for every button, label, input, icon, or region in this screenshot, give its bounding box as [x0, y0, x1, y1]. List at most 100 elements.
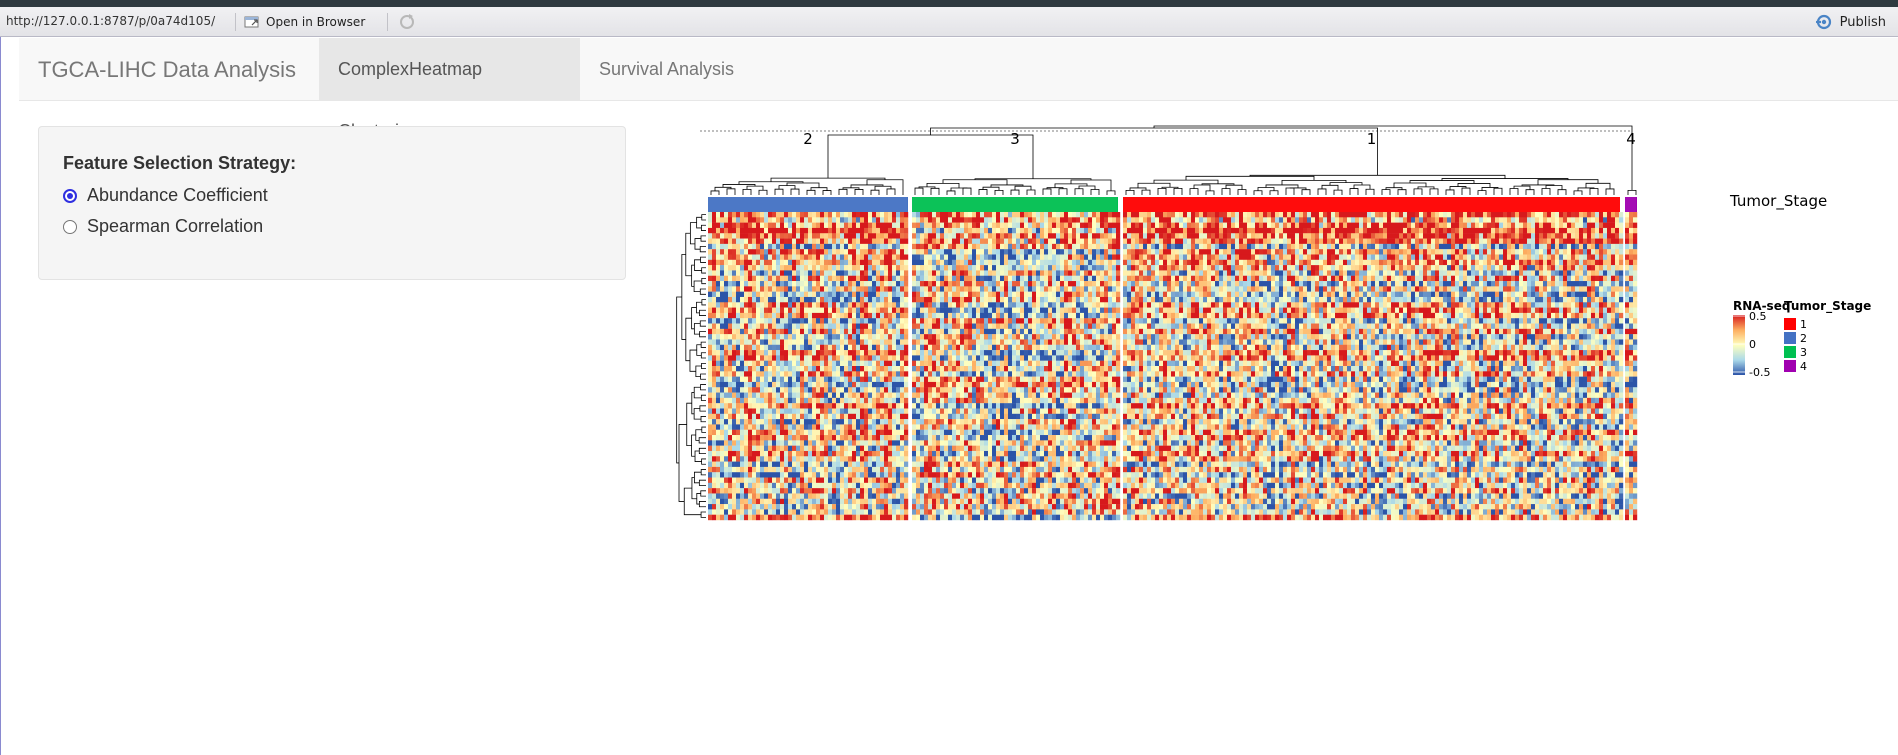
- tab-survival-analysis[interactable]: Survival Analysis: [580, 38, 753, 100]
- heatmap-cell: [960, 270, 965, 276]
- heatmap-cell: [860, 212, 865, 218]
- heatmap-cell: [744, 376, 749, 383]
- dendrogram-branch: [1573, 190, 1583, 195]
- heatmap-cell: [896, 488, 901, 494]
- heatmap-cell: [796, 376, 801, 383]
- sidebar-panel: Feature Selection Strategy: Abundance Co…: [38, 126, 626, 280]
- heatmap-cell: [972, 344, 977, 351]
- heatmap-cell: [868, 392, 873, 399]
- heatmap-cell: [980, 254, 985, 260]
- heatmap-cell: [856, 238, 861, 245]
- heatmap-cell: [960, 397, 965, 404]
- heatmap-cell: [948, 466, 953, 473]
- heatmap-cell: [772, 413, 777, 420]
- heatmap-cell: [748, 472, 753, 478]
- publish-button[interactable]: Publish: [1814, 11, 1886, 33]
- heatmap-cell: [932, 509, 937, 515]
- heatmap-cell: [968, 259, 973, 266]
- heatmap-cell: [804, 275, 809, 282]
- heatmap-cell: [936, 488, 941, 494]
- heatmap-cell: [736, 445, 741, 452]
- heatmap-cell: [828, 387, 833, 393]
- heatmap-cell: [852, 488, 857, 494]
- heatmap-cell: [928, 259, 933, 266]
- heatmap-cell: [868, 238, 873, 245]
- heatmap-cell: [892, 238, 897, 245]
- heatmap-cell: [712, 339, 717, 345]
- heatmap-cell: [772, 450, 777, 457]
- heatmap-cell: [968, 212, 973, 218]
- heatmap-cell: [764, 445, 769, 452]
- heatmap-cell: [1000, 275, 1005, 282]
- heatmap-cell: [776, 450, 781, 457]
- heatmap-cell: [760, 387, 765, 393]
- heatmap-cell: [888, 387, 893, 393]
- heatmap-cell: [980, 461, 985, 468]
- heatmap-cell: [920, 344, 925, 351]
- open-in-browser-button[interactable]: Open in Browser: [244, 11, 365, 33]
- heatmap-cell: [940, 238, 945, 245]
- heatmap-cell: [976, 472, 981, 478]
- heatmap-cell: [956, 482, 961, 489]
- heatmap-cell: [772, 249, 777, 255]
- heatmap-cell: [728, 212, 733, 218]
- radio-abundance-coefficient[interactable]: Abundance Coefficient: [63, 185, 268, 206]
- heatmap-cell: [800, 376, 805, 383]
- heatmap-cell: [996, 350, 1001, 356]
- heatmap-cell: [872, 233, 877, 239]
- heatmap-cell: [864, 249, 869, 255]
- radio-button[interactable]: [63, 219, 77, 234]
- dendrogram-branch: [1221, 188, 1231, 195]
- heatmap-cell: [768, 350, 773, 356]
- heatmap-cell: [948, 461, 953, 468]
- heatmap-cell: [708, 450, 713, 457]
- heatmap-cell: [968, 371, 973, 377]
- heatmap-cell: [956, 334, 961, 340]
- heatmap-cell: [728, 381, 733, 388]
- heatmap-cell: [772, 217, 777, 223]
- dendrogram-branch: [1605, 188, 1615, 195]
- heatmap-cell: [844, 504, 849, 510]
- heatmap-cell: [768, 461, 773, 468]
- heatmap-cell: [780, 318, 785, 324]
- heatmap-cell: [892, 445, 897, 452]
- heatmap-cell: [1000, 254, 1005, 260]
- heatmap-cell: [904, 350, 909, 356]
- refresh-icon[interactable]: [396, 11, 418, 33]
- heatmap-cell: [844, 270, 849, 276]
- radio-spearman-correlation[interactable]: Spearman Correlation: [63, 216, 263, 237]
- viewer-url[interactable]: http://127.0.0.1:8787/p/0a74d105/: [6, 14, 216, 28]
- heatmap-cell: [832, 376, 837, 383]
- heatmap-cell: [776, 227, 781, 234]
- heatmap-cell: [916, 312, 921, 319]
- heatmap-cell: [880, 275, 885, 282]
- heatmap-cell: [868, 472, 873, 478]
- heatmap-cell: [832, 456, 837, 462]
- heatmap-cell: [708, 371, 713, 377]
- heatmap-cell: [888, 466, 893, 473]
- heatmap-cell: [880, 440, 885, 446]
- heatmap-cell: [832, 482, 837, 489]
- heatmap-cell: [784, 318, 789, 324]
- heatmap-cell: [752, 461, 757, 468]
- heatmap-cell: [952, 456, 957, 462]
- heatmap-cell: [904, 339, 909, 345]
- tab-complexheatmap-clustering[interactable]: ComplexHeatmap Clustering: [319, 38, 580, 141]
- heatmap-cell: [788, 307, 793, 314]
- heatmap-cell: [748, 254, 753, 260]
- heatmap-cell: [1008, 323, 1013, 330]
- heatmap-cell: [756, 413, 761, 420]
- heatmap-cell: [964, 243, 969, 250]
- heatmap-cell: [792, 212, 797, 218]
- heatmap-cell: [724, 307, 729, 314]
- heatmap-cell: [744, 450, 749, 457]
- heatmap-cell: [860, 328, 865, 335]
- heatmap-cell: [944, 514, 949, 521]
- heatmap-cell: [876, 440, 881, 446]
- heatmap-cell: [940, 466, 945, 473]
- heatmap-cell: [904, 360, 909, 367]
- heatmap-cell: [724, 509, 729, 515]
- radio-button[interactable]: [63, 188, 77, 203]
- heatmap-cell: [948, 291, 953, 298]
- heatmap-cell: [928, 387, 933, 393]
